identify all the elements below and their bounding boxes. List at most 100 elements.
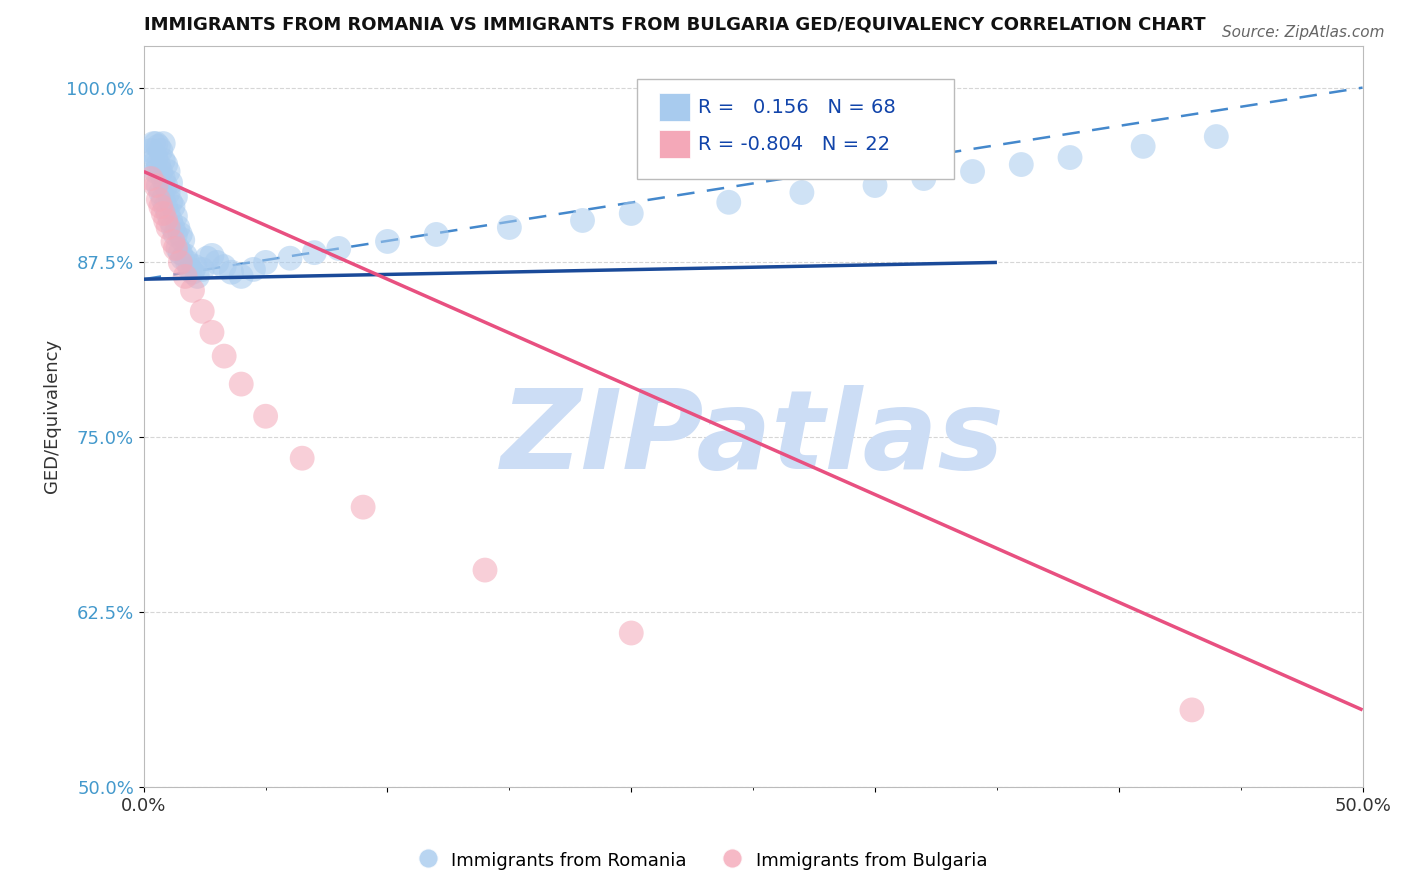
- Point: [155, 213, 177, 227]
- Point: [328, 242, 350, 256]
- Point: [142, 157, 165, 171]
- Point: [148, 139, 170, 153]
- FancyBboxPatch shape: [659, 93, 690, 121]
- Point: [912, 171, 935, 186]
- Point: [254, 255, 277, 269]
- Point: [474, 563, 496, 577]
- Point: [159, 195, 181, 210]
- Point: [165, 190, 187, 204]
- Point: [1059, 151, 1081, 165]
- Point: [176, 255, 198, 269]
- Point: [221, 265, 243, 279]
- Point: [1181, 703, 1204, 717]
- Point: [149, 199, 172, 213]
- Point: [155, 199, 177, 213]
- Point: [166, 220, 188, 235]
- Point: [571, 213, 593, 227]
- Point: [172, 251, 194, 265]
- Point: [498, 220, 520, 235]
- Text: R =   0.156   N = 68: R = 0.156 N = 68: [699, 98, 896, 117]
- Point: [139, 144, 162, 158]
- Point: [201, 326, 224, 340]
- Legend: Immigrants from Romania, Immigrants from Bulgaria: Immigrants from Romania, Immigrants from…: [412, 842, 994, 879]
- Point: [620, 626, 643, 640]
- Text: R = -0.804   N = 22: R = -0.804 N = 22: [699, 135, 890, 153]
- FancyBboxPatch shape: [637, 79, 955, 179]
- Point: [169, 255, 191, 269]
- Point: [291, 451, 314, 466]
- Point: [962, 164, 984, 178]
- Point: [155, 178, 177, 193]
- Point: [191, 262, 214, 277]
- Point: [165, 227, 187, 242]
- Point: [145, 151, 167, 165]
- Point: [172, 233, 194, 247]
- Point: [184, 260, 207, 274]
- Point: [242, 262, 264, 277]
- Text: IMMIGRANTS FROM ROMANIA VS IMMIGRANTS FROM BULGARIA GED/EQUIVALENCY CORRELATION : IMMIGRANTS FROM ROMANIA VS IMMIGRANTS FR…: [143, 15, 1205, 33]
- Point: [1132, 139, 1154, 153]
- Point: [145, 164, 167, 178]
- Point: [157, 186, 180, 200]
- Point: [620, 206, 643, 220]
- Point: [148, 178, 170, 193]
- Point: [162, 220, 184, 235]
- Point: [212, 260, 235, 274]
- Point: [145, 136, 167, 151]
- FancyBboxPatch shape: [659, 130, 690, 158]
- Point: [186, 269, 208, 284]
- Point: [152, 206, 174, 220]
- Point: [174, 269, 197, 284]
- Point: [212, 349, 235, 363]
- Point: [152, 136, 174, 151]
- Point: [149, 164, 172, 178]
- Point: [152, 193, 174, 207]
- Point: [377, 235, 399, 249]
- Point: [304, 245, 326, 260]
- Point: [162, 199, 184, 213]
- Point: [152, 171, 174, 186]
- Point: [790, 186, 813, 200]
- Point: [1010, 157, 1032, 171]
- Point: [231, 269, 253, 284]
- Point: [191, 304, 214, 318]
- Point: [205, 255, 228, 269]
- Point: [1205, 129, 1227, 144]
- Point: [201, 248, 224, 262]
- Point: [717, 195, 740, 210]
- Point: [148, 193, 170, 207]
- Point: [149, 186, 172, 200]
- Point: [169, 245, 191, 260]
- Point: [179, 262, 201, 277]
- Point: [165, 242, 187, 256]
- Point: [149, 144, 172, 158]
- Point: [159, 213, 181, 227]
- Point: [165, 209, 187, 223]
- Point: [425, 227, 447, 242]
- Point: [139, 171, 162, 186]
- Point: [352, 500, 374, 515]
- Point: [231, 377, 253, 392]
- Point: [278, 251, 301, 265]
- Point: [181, 265, 204, 279]
- Point: [152, 153, 174, 168]
- Point: [145, 178, 167, 193]
- Point: [155, 157, 177, 171]
- Point: [195, 251, 218, 265]
- Point: [142, 136, 165, 151]
- Point: [181, 284, 204, 298]
- Point: [157, 206, 180, 220]
- Point: [162, 235, 184, 249]
- Point: [157, 164, 180, 178]
- Point: [174, 248, 197, 262]
- Point: [148, 157, 170, 171]
- Point: [166, 242, 188, 256]
- Point: [157, 220, 180, 235]
- Point: [863, 178, 886, 193]
- Point: [169, 227, 191, 242]
- Point: [159, 176, 181, 190]
- Text: ZIPatlas: ZIPatlas: [502, 385, 1005, 492]
- Text: Source: ZipAtlas.com: Source: ZipAtlas.com: [1222, 25, 1385, 40]
- Y-axis label: GED/Equivalency: GED/Equivalency: [44, 339, 60, 493]
- Point: [254, 409, 277, 424]
